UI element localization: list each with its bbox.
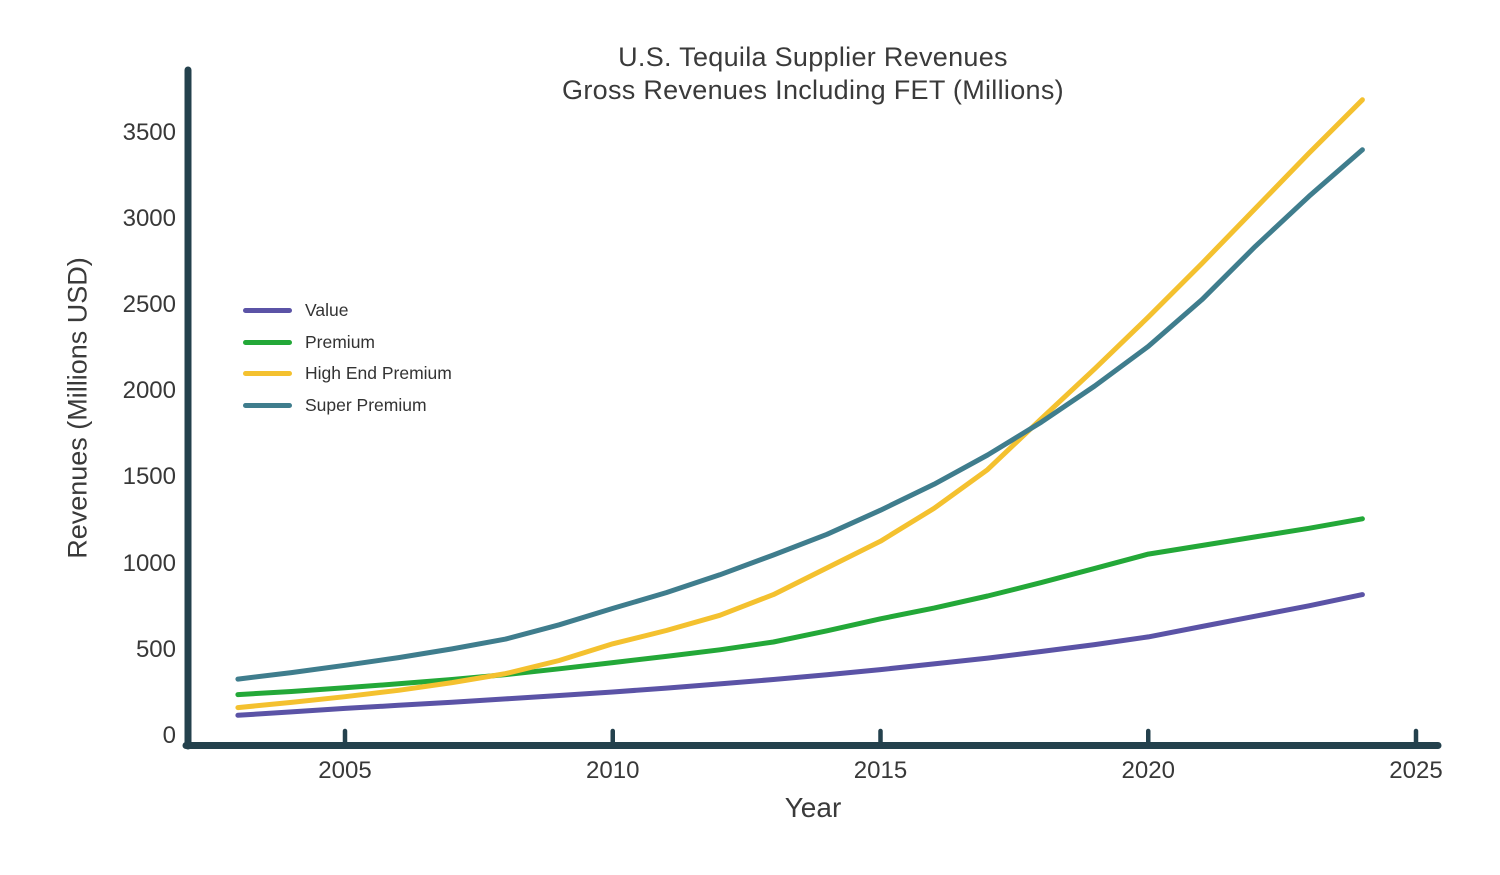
y-tick-label: 2000 bbox=[122, 377, 176, 405]
x-tick-label: 2005 bbox=[318, 757, 372, 784]
x-tick-label: 2010 bbox=[586, 757, 640, 784]
legend-label: Value bbox=[305, 300, 349, 321]
legend-label: Super Premium bbox=[305, 394, 427, 415]
x-tick-label: 2015 bbox=[853, 757, 908, 784]
series-line-value bbox=[235, 592, 1365, 718]
x-tick-label: 2025 bbox=[1389, 757, 1443, 784]
legend-item: High End Premium bbox=[243, 358, 452, 390]
x-axis-label: Year bbox=[784, 792, 842, 823]
legend-item: Super Premium bbox=[243, 390, 452, 422]
chart-title-line2: Gross Revenues Including FET (Millions) bbox=[562, 75, 1064, 105]
legend-swatch bbox=[243, 371, 292, 377]
legend-swatch bbox=[243, 339, 292, 345]
legend-item: Premium bbox=[243, 327, 452, 359]
legend-swatch bbox=[243, 308, 292, 314]
y-tick-label: 500 bbox=[135, 635, 176, 663]
y-tick-label: 0 bbox=[162, 722, 176, 749]
legend: Value Premium High End Premium Super Premiu… bbox=[243, 295, 452, 421]
legend-label: High End Premium bbox=[305, 363, 452, 384]
chart-title: U.S. Tequila Supplier Revenues Gross Rev… bbox=[188, 41, 1438, 107]
y-tick-label: 1000 bbox=[122, 549, 176, 577]
y-tick-label: 3000 bbox=[122, 204, 176, 232]
y-tick-label: 3500 bbox=[122, 118, 176, 146]
legend-label: Premium bbox=[305, 331, 376, 352]
legend-item: Value bbox=[243, 295, 452, 327]
y-tick-label: 1500 bbox=[122, 463, 176, 491]
y-tick-label: 2500 bbox=[122, 291, 176, 318]
chart-title-line1: U.S. Tequila Supplier Revenues bbox=[618, 42, 1008, 72]
series-line-super-premium bbox=[235, 147, 1365, 682]
x-tick-label: 2020 bbox=[1121, 757, 1175, 784]
legend-swatch bbox=[243, 402, 292, 408]
series-line-premium bbox=[235, 516, 1365, 698]
series-line-high-end-premium bbox=[235, 97, 1365, 711]
